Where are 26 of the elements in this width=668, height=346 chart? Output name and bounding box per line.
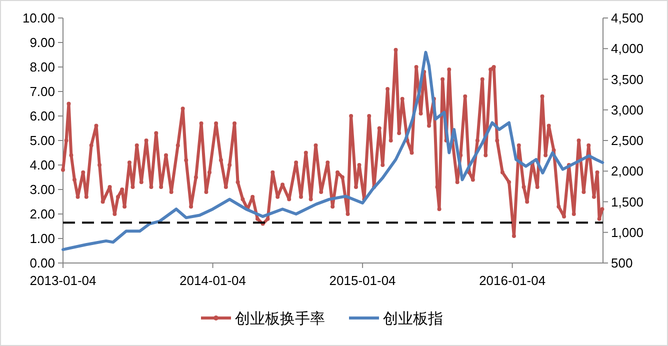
y-tick-label: 3.00 [30, 182, 55, 197]
y2-tick-label: 500 [611, 256, 633, 270]
y-tick-label: 10.00 [22, 10, 55, 26]
y-tick-label: 9.00 [30, 35, 55, 50]
y2-tick-label: 4,500 [611, 10, 644, 26]
legend-label: 创业板换手率 [235, 310, 325, 328]
legend-label: 创业板指 [383, 310, 443, 328]
y2-tick-label: 2,500 [611, 133, 644, 148]
y-tick-label: 4.00 [30, 158, 55, 172]
y-tick-label: 0.00 [30, 256, 55, 270]
y-tick-label: 1.00 [30, 231, 55, 246]
y2-tick-label: 3,000 [611, 102, 644, 118]
y2-tick-label: 2,000 [611, 164, 644, 179]
y-tick-label: 5.00 [30, 133, 55, 148]
y-tick-label: 6.00 [30, 108, 55, 124]
y-tick-label: 7.00 [30, 84, 55, 99]
y2-tick-label: 1,500 [611, 194, 644, 210]
y2-tick-label: 4,000 [611, 41, 644, 56]
y-tick-label: 2.00 [30, 206, 55, 222]
x-tick-label: 2013-01-04 [30, 273, 96, 288]
x-tick-label: 2015-01-04 [329, 273, 396, 288]
y2-tick-label: 1,000 [611, 224, 644, 240]
x-tick-label: 2014-01-04 [180, 273, 246, 288]
y2-tick-label: 3,500 [611, 72, 644, 87]
x-tick-label: 2016-01-04 [479, 273, 546, 288]
y-tick-label: 8.00 [30, 60, 55, 74]
